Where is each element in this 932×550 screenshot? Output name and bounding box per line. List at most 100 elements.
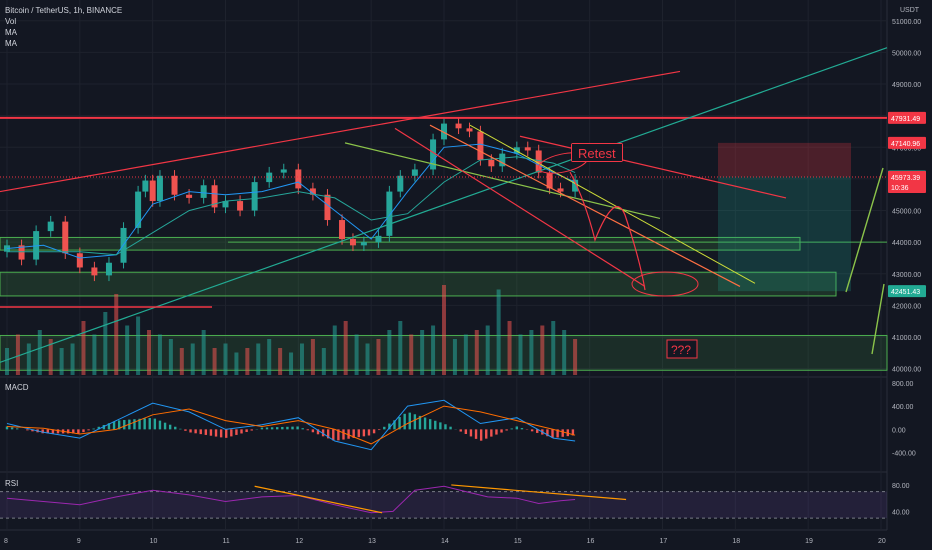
descending-line-lower — [394, 127, 646, 287]
indicator-ma-1[interactable]: MA — [5, 28, 17, 37]
macd-histogram-bar — [439, 422, 442, 430]
macd-histogram-bar — [265, 427, 269, 430]
macd-histogram-bar — [15, 428, 19, 430]
take-profit-zone — [718, 176, 851, 292]
price-tag-label: 47931.49 — [891, 116, 920, 123]
macd-histogram-bar — [413, 414, 417, 430]
macd-histogram-bar — [398, 417, 401, 430]
time-tick-label: 13 — [368, 538, 376, 545]
indicator-ma-2[interactable]: MA — [5, 39, 17, 48]
macd-histogram-bar — [123, 420, 126, 430]
volume-bar — [114, 294, 119, 375]
indicator-vol[interactable]: Vol — [5, 17, 17, 26]
candle-body — [535, 150, 542, 173]
stop-loss-zone — [718, 142, 851, 177]
price-tag-label: 45973.39 — [891, 175, 920, 182]
candle-body — [222, 201, 229, 208]
price-tick-label: 44000.00 — [892, 240, 921, 247]
macd-histogram-bar — [214, 429, 218, 437]
macd-histogram-bar — [306, 429, 310, 431]
chart-legend: Bitcoin / TetherUS, 1h, BINANCE Vol MA M… — [5, 5, 122, 49]
macd-histogram-bar — [474, 429, 478, 439]
volume-bar — [278, 348, 283, 375]
candle-body — [546, 172, 553, 189]
rsi-divergence-line-2 — [451, 484, 627, 501]
macd-histogram-bar — [138, 418, 141, 430]
volume-bar — [81, 321, 86, 375]
macd-histogram-bar — [357, 429, 360, 438]
volume-bar — [92, 334, 97, 375]
price-tag-label: 10:36 — [891, 185, 909, 192]
rsi-line — [6, 485, 576, 514]
price-tick-label: 42000.00 — [892, 303, 921, 310]
volume-bar — [147, 330, 152, 375]
macd-histogram-bar — [194, 429, 197, 434]
macd-histogram-bar — [428, 419, 432, 430]
candle-body — [455, 123, 462, 129]
macd-histogram-bar — [82, 429, 85, 433]
volume-bar — [485, 325, 490, 375]
macd-histogram-bar — [10, 427, 14, 430]
volume-bar — [59, 348, 64, 375]
volume-bar — [157, 334, 162, 375]
candle-body — [397, 175, 404, 192]
volume-bar — [168, 339, 173, 375]
moving-average-line — [7, 156, 576, 256]
candle-body — [266, 172, 273, 183]
macd-histogram-bar — [66, 429, 70, 434]
projection-path — [569, 171, 646, 291]
candle-body — [200, 185, 207, 198]
volume-bar — [310, 339, 315, 375]
volume-bar — [190, 343, 195, 375]
volume-bar — [343, 321, 348, 375]
price-tag-bg — [888, 181, 926, 193]
price-tag-bg — [888, 136, 926, 149]
macd-tick-label: 800.00 — [892, 381, 914, 388]
macd-histogram-bar — [56, 429, 60, 434]
macd-histogram-bar — [311, 429, 315, 433]
volume-bar — [26, 343, 31, 375]
macd-tick-label: -400.00 — [892, 451, 916, 458]
macd-histogram-bar — [250, 429, 253, 431]
volume-bar — [321, 348, 326, 375]
candle-body — [309, 188, 316, 195]
volume-bar — [103, 312, 108, 375]
macd-histogram-bar — [209, 429, 213, 436]
macd-histogram-bar — [72, 429, 75, 434]
price-tick-label: 51000.00 — [892, 19, 921, 26]
macd-histogram-bar — [281, 426, 284, 430]
macd-histogram-bar — [245, 429, 248, 433]
macd-histogram-bar — [230, 429, 233, 437]
volume-bar — [5, 348, 9, 375]
price-tick-label: 40000.00 — [892, 367, 921, 374]
time-tick-label: 12 — [295, 538, 303, 545]
candle-body — [91, 267, 98, 276]
macd-histogram-bar — [87, 429, 90, 431]
volume-bar — [245, 348, 250, 375]
volume-bar — [463, 334, 468, 375]
volume-bar — [442, 285, 446, 375]
macd-histogram-bar — [388, 423, 391, 430]
rsi-tick-label: 80.00 — [892, 483, 910, 490]
macd-histogram-bar — [225, 429, 228, 438]
price-tag-bg — [888, 285, 926, 298]
macd-histogram-bar — [372, 429, 376, 434]
candle-body — [149, 180, 156, 202]
macd-histogram-bar — [189, 429, 192, 433]
time-tick-label: 10 — [150, 538, 158, 545]
volume-bar — [365, 343, 370, 375]
moving-average-line — [6, 143, 576, 259]
symbol-title[interactable]: Bitcoin / TetherUS, 1h, BINANCE — [5, 6, 123, 15]
macd-histogram-bar — [133, 419, 136, 430]
candle-body — [105, 262, 112, 276]
rsi-title: RSI — [5, 479, 18, 488]
candle-body — [488, 159, 495, 167]
volume-bar — [387, 330, 392, 375]
retest-label: Retest — [578, 146, 616, 161]
price-tag-bg — [888, 111, 926, 124]
macd-histogram-bar — [500, 429, 503, 433]
candle-body — [156, 175, 163, 202]
question-box — [666, 339, 698, 359]
macd-histogram-bar — [408, 412, 411, 430]
